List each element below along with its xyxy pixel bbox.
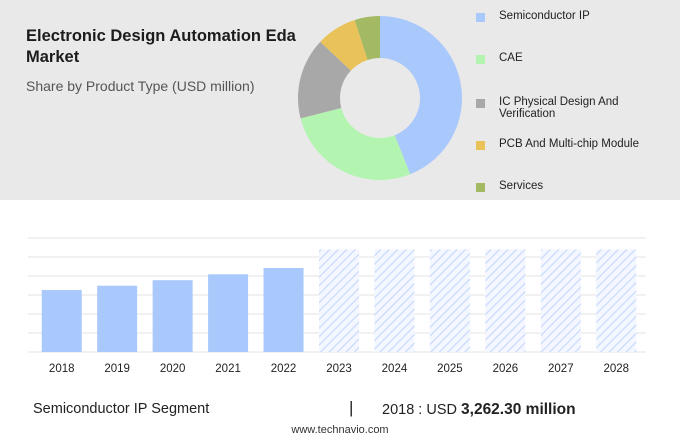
legend-item-pcb-and-multi-chip-module: PCB And Multi-chip Module <box>476 138 669 150</box>
bar-2018 <box>41 290 82 352</box>
donut-slice-cae <box>300 107 411 180</box>
legend-swatch <box>476 183 485 192</box>
x-tick-label-2019: 2019 <box>104 363 130 375</box>
legend-item-ic-physical-design-and-verification: IC Physical Design And Verification <box>476 96 669 120</box>
donut-slice-semiconductor-ip <box>380 16 462 175</box>
x-tick-label-2028: 2028 <box>603 363 629 375</box>
legend-swatch <box>476 13 485 22</box>
donut-slice-services <box>354 16 380 60</box>
x-tick-label-2026: 2026 <box>493 363 519 375</box>
page-subtitle: Share by Product Type (USD million) <box>26 78 255 94</box>
donut-slice-pcb-and-multi-chip-module <box>320 20 368 71</box>
legend-swatch <box>476 141 485 150</box>
bar-2024 <box>374 249 415 352</box>
x-tick-label-2018: 2018 <box>49 363 75 375</box>
donut-slice-ic-physical-design-and-verification <box>298 41 351 119</box>
bar-2019 <box>97 285 138 352</box>
bar-chart: 2018 2019 2020 2021 2022 2023 2024 2025 2026 2027… <box>28 237 646 375</box>
segment-name: Semiconductor IP Segment <box>33 401 210 417</box>
bar-2023 <box>319 249 359 352</box>
legend-item-semiconductor-ip: Semiconductor IP <box>476 10 669 22</box>
bar-2025 <box>429 249 470 352</box>
segment-currency: USD <box>426 402 457 418</box>
legend-swatch <box>476 99 485 108</box>
legend-item-services: Services <box>476 180 669 192</box>
source-site: www.technavio.com <box>291 424 389 436</box>
bar-2020 <box>152 280 193 352</box>
x-tick-label-2021: 2021 <box>215 363 241 375</box>
legend-label: CAE <box>499 52 523 64</box>
x-tick-label-2024: 2024 <box>382 363 408 375</box>
bar-2027 <box>540 249 581 352</box>
x-tick-label-2027: 2027 <box>548 363 574 375</box>
bar-2028 <box>596 249 637 352</box>
legend-label: PCB And Multi-chip Module <box>499 138 639 150</box>
legend-label: Services <box>499 180 544 192</box>
segment-amount: 3,262.30 million <box>461 401 576 418</box>
segment-colon: : <box>418 402 423 418</box>
footer-separator: | <box>349 398 354 417</box>
segment-year: 2018 <box>382 402 415 418</box>
legend-label: Semiconductor IP <box>499 10 590 22</box>
bar-2026 <box>485 249 526 352</box>
page-title: Electronic Design Automation Eda Market <box>26 27 296 66</box>
x-tick-label-2023: 2023 <box>326 363 352 375</box>
segment-value: 2018 : USD 3,262.30 million <box>382 401 576 419</box>
x-tick-label-2020: 2020 <box>160 363 186 375</box>
legend-label: IC Physical Design And Verification <box>499 96 619 120</box>
x-tick-label-2022: 2022 <box>271 363 297 375</box>
donut-chart <box>298 16 462 180</box>
legend-swatch <box>476 55 485 64</box>
bar-2022 <box>263 268 304 352</box>
legend-item-cae: CAE <box>476 52 669 64</box>
bar-2021 <box>208 274 249 352</box>
x-tick-label-2025: 2025 <box>437 363 463 375</box>
